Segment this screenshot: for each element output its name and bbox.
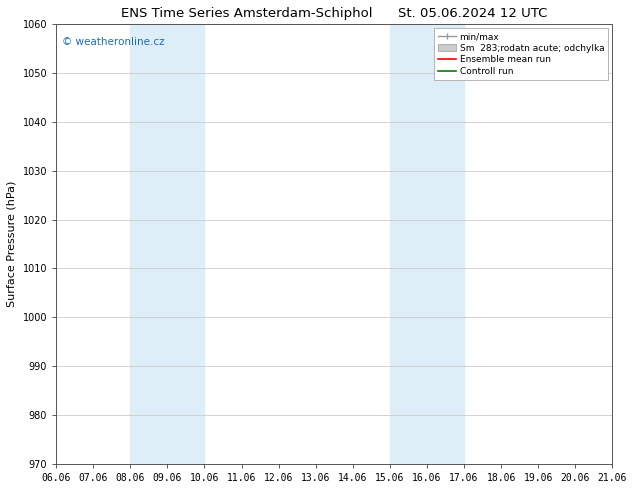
Legend: min/max, Sm  283;rodatn acute; odchylka, Ensemble mean run, Controll run: min/max, Sm 283;rodatn acute; odchylka, …	[434, 28, 608, 80]
Y-axis label: Surface Pressure (hPa): Surface Pressure (hPa)	[7, 181, 17, 307]
Bar	[390, 24, 464, 464]
Text: © weatheronline.cz: © weatheronline.cz	[61, 37, 164, 47]
Title: ENS Time Series Amsterdam-Schiphol      St. 05.06.2024 12 UTC: ENS Time Series Amsterdam-Schiphol St. 0…	[121, 7, 547, 20]
Bar	[131, 24, 205, 464]
